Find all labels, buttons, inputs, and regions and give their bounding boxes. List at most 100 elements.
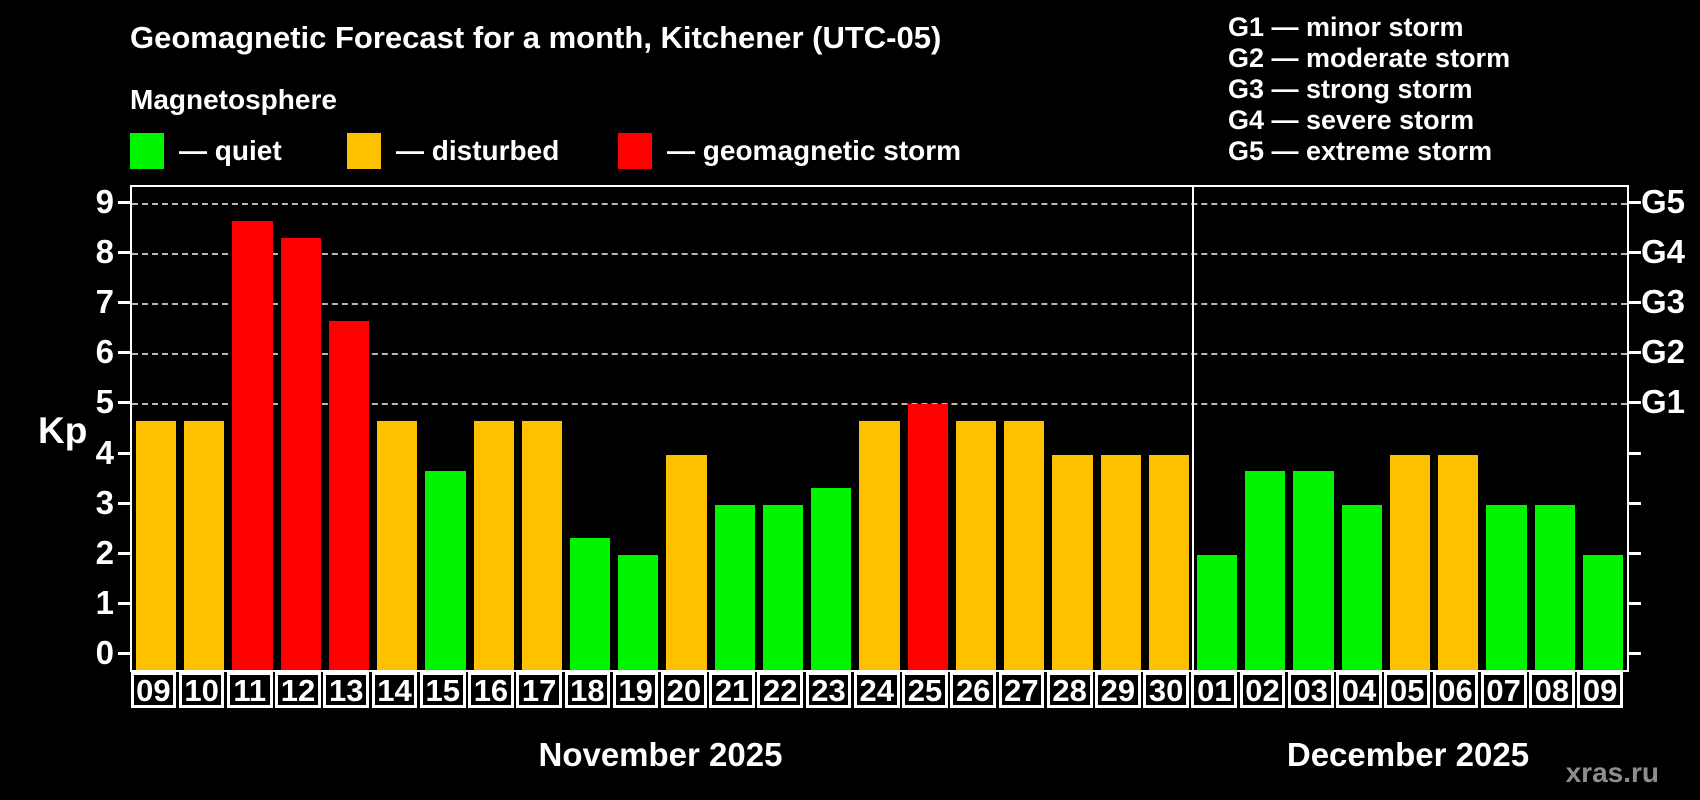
g-level-label-g5: G5	[1641, 183, 1686, 221]
day-cell-17: 17	[516, 672, 563, 708]
quiet-color-swatch	[130, 133, 164, 169]
kp-bar-day-23	[811, 488, 852, 670]
kp-bar-day-26	[955, 421, 997, 670]
y-tick-right-6	[1629, 351, 1641, 355]
g-scale-legend: G1 — minor storm G2 — moderate storm G3 …	[1228, 12, 1510, 167]
kp-bar-day-14	[377, 421, 418, 670]
gridline-kp9	[132, 203, 1627, 206]
g-legend-line-g4: G4 — severe storm	[1228, 105, 1475, 135]
kp-bar-day-08	[1534, 504, 1575, 670]
kp-bar-day-18	[570, 538, 611, 670]
kp-bar-day-13	[328, 320, 370, 670]
y-tick-left-1	[118, 601, 130, 605]
y-tick-right-0	[1629, 651, 1641, 655]
y-tick-right-2	[1629, 551, 1641, 555]
legend-label-quiet: — quiet	[179, 135, 282, 166]
y-axis-title: Kp	[38, 410, 88, 451]
day-cell-10: 10	[178, 672, 225, 708]
y-tick-label-4: 4	[95, 433, 114, 471]
y-tick-left-4	[118, 451, 130, 455]
y-tick-label-1: 1	[95, 583, 114, 621]
day-cell-30: 30	[1143, 672, 1189, 708]
day-cell-16: 16	[468, 672, 514, 708]
day-cell-29: 29	[1095, 672, 1141, 708]
y-tick-left-0	[118, 651, 130, 655]
day-cell-14: 14	[371, 672, 418, 708]
kp-bar-day-11	[232, 220, 273, 670]
gridline-kp7	[132, 303, 1627, 306]
g-legend-line-g3: G3 — strong storm	[1228, 74, 1473, 104]
day-cell-28: 28	[1046, 672, 1093, 708]
y-tick-label-9: 9	[95, 183, 114, 221]
kp-bar-day-28	[1052, 454, 1093, 670]
kp-bar-day-20	[666, 454, 707, 670]
day-cell-03: 03	[1287, 672, 1334, 708]
y-tick-left-2	[118, 551, 130, 555]
kp-bar-day-02	[1245, 471, 1286, 670]
day-cell-20: 20	[660, 672, 707, 708]
day-cell-23: 23	[805, 672, 852, 708]
day-cell-21: 21	[709, 672, 755, 708]
kp-bar-day-16	[473, 421, 514, 670]
kp-bar-day-17	[521, 421, 563, 670]
day-cell-25: 25	[902, 672, 948, 708]
y-tick-left-8	[118, 251, 130, 255]
y-tick-right-1	[1629, 601, 1641, 605]
kp-bar-day-22	[762, 504, 804, 670]
gridline-kp6	[132, 353, 1627, 356]
day-cell-08: 08	[1529, 672, 1575, 708]
y-tick-right-5	[1629, 401, 1641, 405]
kp-bar-day-12	[280, 237, 321, 670]
kp-bar-day-05	[1389, 454, 1431, 670]
month-label-december: December 2025	[1286, 736, 1530, 773]
day-cell-24: 24	[853, 672, 900, 708]
g-level-label-g3: G3	[1641, 283, 1686, 321]
gridline-kp8	[132, 253, 1627, 256]
kp-bar-day-19	[618, 554, 659, 670]
g-level-label-g4: G4	[1641, 233, 1686, 271]
day-cell-26: 26	[950, 672, 997, 708]
y-tick-label-8: 8	[95, 233, 114, 271]
y-tick-right-7	[1629, 301, 1641, 305]
day-cell-15: 15	[419, 672, 466, 708]
legend-item-disturbed: — disturbed	[347, 133, 559, 169]
kp-bar-day-27	[1004, 421, 1045, 670]
month-label-november: November 2025	[538, 736, 783, 773]
kp-bar-day-04	[1341, 504, 1382, 670]
storm-color-swatch	[618, 133, 652, 169]
day-cell-11: 11	[226, 672, 273, 708]
day-cell-18: 18	[564, 672, 611, 708]
kp-bar-day-03	[1293, 471, 1334, 670]
kp-bar-day-09	[136, 421, 177, 670]
y-tick-label-7: 7	[95, 283, 114, 321]
day-cell-02: 02	[1239, 672, 1286, 708]
watermark: xras.ru	[1565, 757, 1659, 788]
day-cell-07: 07	[1480, 672, 1527, 708]
kp-bar-day-30	[1148, 454, 1189, 670]
day-cell-12: 12	[275, 672, 321, 708]
plot-area	[130, 185, 1629, 672]
y-tick-right-8	[1629, 251, 1641, 255]
page-title: Geomagnetic Forecast for a month, Kitche…	[130, 20, 942, 55]
day-cell-27: 27	[998, 672, 1045, 708]
kp-bar-day-06	[1438, 454, 1479, 670]
day-cell-09: 09	[1577, 672, 1623, 708]
g-legend-line-g5: G5 — extreme storm	[1228, 136, 1493, 166]
day-cell-01: 01	[1191, 672, 1238, 708]
day-cell-04: 04	[1336, 672, 1382, 708]
g-legend-line-g1: G1 — minor storm	[1228, 12, 1464, 42]
disturbed-color-swatch	[347, 133, 381, 169]
y-tick-left-6	[118, 351, 130, 355]
legend-item-quiet: — quiet	[130, 133, 282, 169]
kp-bar-day-15	[425, 471, 466, 670]
y-tick-left-7	[118, 301, 130, 305]
day-label-row: 09 10 11 12 13 14 15 16 17 18 19 20 21 22 23 24 25 26 27 28…	[130, 672, 1625, 710]
kp-bar-day-09	[1582, 554, 1623, 670]
gridline-kp5	[132, 403, 1627, 406]
kp-bar-day-07	[1486, 504, 1527, 670]
y-tick-left-5	[118, 401, 130, 405]
y-tick-label-3: 3	[95, 483, 114, 521]
y-tick-right-3	[1629, 501, 1641, 505]
kp-bar-day-25	[907, 404, 948, 670]
kp-bar-day-01	[1196, 554, 1238, 670]
